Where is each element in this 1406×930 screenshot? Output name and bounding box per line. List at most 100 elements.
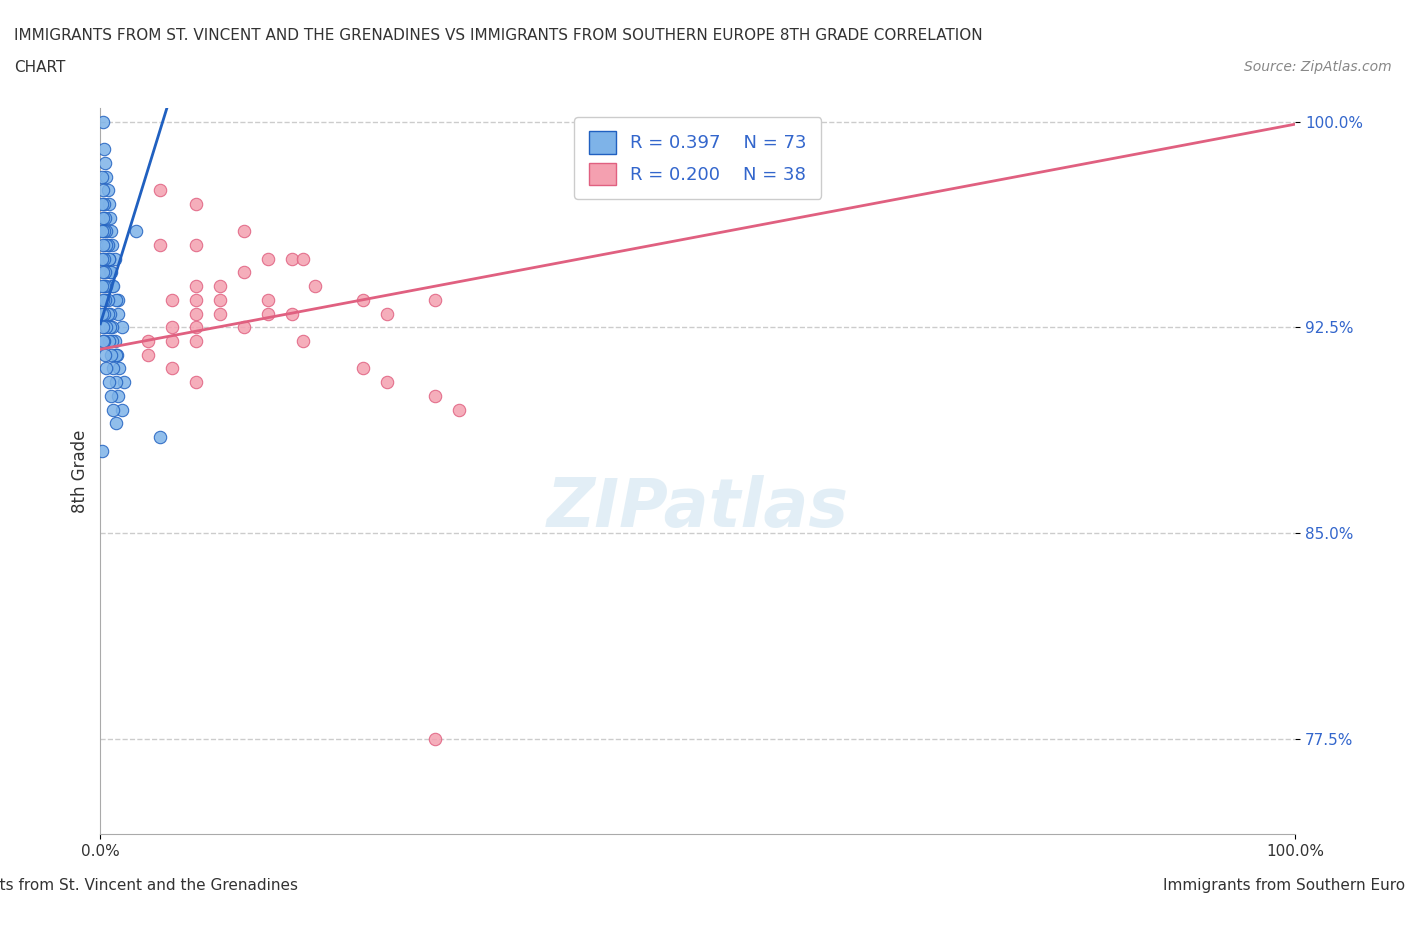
Point bbox=[96, 238, 118, 253]
Point bbox=[184, 196, 207, 211]
Point bbox=[184, 375, 207, 390]
Point bbox=[96, 279, 118, 294]
Text: ZIPatlas: ZIPatlas bbox=[547, 474, 849, 540]
Point bbox=[94, 292, 117, 307]
Point bbox=[107, 292, 129, 307]
Point bbox=[90, 196, 112, 211]
Point bbox=[101, 238, 124, 253]
Point bbox=[208, 306, 231, 321]
Text: CHART: CHART bbox=[14, 60, 66, 75]
Text: Source: ZipAtlas.com: Source: ZipAtlas.com bbox=[1244, 60, 1392, 74]
Point bbox=[90, 251, 112, 266]
Point bbox=[184, 279, 207, 294]
Point bbox=[232, 265, 254, 280]
Text: IMMIGRANTS FROM ST. VINCENT AND THE GRENADINES VS IMMIGRANTS FROM SOUTHERN EUROP: IMMIGRANTS FROM ST. VINCENT AND THE GREN… bbox=[14, 28, 983, 43]
Point bbox=[91, 334, 114, 349]
Point bbox=[90, 169, 112, 184]
Point bbox=[304, 279, 326, 294]
Point bbox=[136, 347, 159, 362]
Point bbox=[160, 320, 183, 335]
Point bbox=[97, 334, 120, 349]
Point bbox=[160, 361, 183, 376]
Point bbox=[280, 251, 302, 266]
Point bbox=[96, 224, 118, 239]
Point bbox=[160, 334, 183, 349]
Point bbox=[90, 306, 112, 321]
Point bbox=[184, 238, 207, 253]
Point bbox=[375, 306, 398, 321]
Point bbox=[98, 210, 121, 225]
Point bbox=[104, 416, 127, 431]
Point bbox=[101, 320, 124, 335]
Point bbox=[352, 361, 374, 376]
Point bbox=[93, 279, 115, 294]
Point bbox=[104, 375, 127, 390]
Point bbox=[97, 251, 120, 266]
Point bbox=[184, 292, 207, 307]
Point bbox=[112, 375, 135, 390]
Point bbox=[96, 238, 118, 253]
Point bbox=[292, 334, 315, 349]
Point bbox=[160, 292, 183, 307]
Point bbox=[184, 306, 207, 321]
Point bbox=[149, 183, 172, 198]
Point bbox=[104, 334, 127, 349]
Point bbox=[107, 389, 129, 404]
Point bbox=[423, 292, 446, 307]
Point bbox=[96, 361, 118, 376]
Point bbox=[149, 238, 172, 253]
Point bbox=[447, 402, 470, 417]
Point bbox=[91, 114, 114, 129]
Point bbox=[111, 402, 134, 417]
Point bbox=[136, 334, 159, 349]
Point bbox=[108, 361, 131, 376]
Point bbox=[97, 251, 120, 266]
Point bbox=[91, 210, 114, 225]
Point bbox=[423, 731, 446, 746]
Point bbox=[93, 306, 115, 321]
Point bbox=[96, 306, 118, 321]
Point bbox=[98, 265, 121, 280]
Text: Immigrants from St. Vincent and the Grenadines: Immigrants from St. Vincent and the Gren… bbox=[0, 878, 298, 893]
Point bbox=[184, 320, 207, 335]
Point bbox=[97, 196, 120, 211]
Point bbox=[423, 389, 446, 404]
Point bbox=[232, 320, 254, 335]
Point bbox=[232, 224, 254, 239]
Point bbox=[98, 320, 121, 335]
Point bbox=[208, 292, 231, 307]
Point bbox=[104, 292, 127, 307]
Point bbox=[256, 306, 278, 321]
Point bbox=[94, 265, 117, 280]
Point bbox=[93, 141, 115, 156]
Point bbox=[90, 224, 112, 239]
Point bbox=[101, 334, 124, 349]
Point bbox=[103, 361, 125, 376]
Point bbox=[352, 292, 374, 307]
Point bbox=[184, 334, 207, 349]
Point bbox=[104, 347, 127, 362]
Point bbox=[90, 444, 112, 458]
Point bbox=[94, 210, 117, 225]
Point bbox=[375, 375, 398, 390]
Point bbox=[91, 320, 114, 335]
Y-axis label: 8th Grade: 8th Grade bbox=[72, 430, 89, 513]
Point bbox=[103, 279, 125, 294]
Point bbox=[125, 224, 148, 239]
Point bbox=[98, 306, 121, 321]
Point bbox=[96, 320, 118, 335]
Point bbox=[97, 375, 120, 390]
Point bbox=[280, 306, 302, 321]
Point bbox=[93, 224, 115, 239]
Point bbox=[100, 224, 122, 239]
Point bbox=[100, 347, 122, 362]
Point bbox=[96, 169, 118, 184]
Point bbox=[90, 279, 112, 294]
Point bbox=[96, 292, 118, 307]
Point bbox=[100, 265, 122, 280]
Point bbox=[96, 183, 118, 198]
Point bbox=[107, 306, 129, 321]
Point bbox=[256, 292, 278, 307]
Point bbox=[256, 251, 278, 266]
Point bbox=[91, 238, 114, 253]
